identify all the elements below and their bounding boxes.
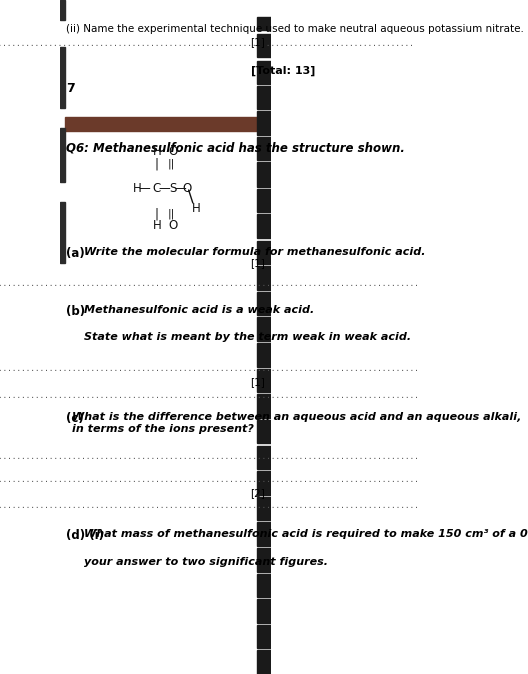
- Text: Q6: Methanesulfonic acid has the structure shown.: Q6: Methanesulfonic acid has the structu…: [67, 142, 405, 154]
- Bar: [257, 369, 270, 392]
- Bar: [257, 599, 270, 623]
- Text: [1]: [1]: [250, 38, 266, 47]
- Bar: [257, 137, 270, 160]
- Bar: [257, 548, 270, 572]
- Text: your answer to two significant figures.: your answer to two significant figures.: [84, 557, 328, 568]
- Bar: [257, 574, 270, 597]
- Text: O: O: [168, 145, 177, 158]
- Text: —: —: [174, 182, 186, 195]
- Bar: [257, 111, 270, 135]
- Bar: [257, 241, 270, 264]
- Text: C: C: [153, 182, 161, 195]
- Text: What mass of methanesulfonic acid is required to make 150 cm³ of a 0.150 mol/dm³: What mass of methanesulfonic acid is req…: [84, 529, 528, 539]
- Text: S: S: [169, 182, 176, 195]
- Bar: [257, 266, 270, 290]
- Text: ................................................................................: ........................................…: [0, 452, 419, 461]
- Bar: [60, 0, 64, 20]
- Bar: [257, 420, 270, 443]
- Text: ................................................................................: ........................................…: [0, 475, 419, 485]
- Bar: [257, 343, 270, 367]
- Text: [1]: [1]: [250, 259, 266, 268]
- Text: [2]: [2]: [250, 489, 266, 498]
- Text: H: H: [153, 145, 161, 158]
- Text: ................................................................................: ........................................…: [0, 391, 419, 400]
- Bar: [60, 202, 64, 263]
- Bar: [257, 497, 270, 520]
- Bar: [257, 471, 270, 495]
- Bar: [257, 34, 270, 57]
- Text: |: |: [155, 207, 159, 220]
- Bar: [60, 128, 64, 182]
- Text: H: H: [192, 202, 200, 216]
- Text: ||: ||: [167, 158, 175, 169]
- Bar: [257, 394, 270, 418]
- Text: (ii) Name the experimental technique used to make neutral aqueous potassium nitr: (ii) Name the experimental technique use…: [67, 24, 524, 34]
- Text: ................................................................................: ........................................…: [0, 279, 419, 288]
- Text: What is the difference between an aqueous acid and an aqueous alkali, in terms o: What is the difference between an aqueou…: [72, 412, 521, 434]
- Text: O: O: [183, 182, 192, 195]
- Text: ................................................................................: ........................................…: [0, 501, 419, 510]
- Text: (b): (b): [67, 305, 86, 317]
- Text: ................................................................................: ........................................…: [0, 39, 414, 49]
- Text: —: —: [138, 182, 150, 195]
- Bar: [257, 189, 270, 212]
- Text: |: |: [155, 157, 159, 171]
- Bar: [257, 522, 270, 546]
- Text: (c): (c): [67, 412, 84, 425]
- Bar: [60, 47, 64, 108]
- Text: ................................................................................: ........................................…: [0, 364, 419, 373]
- Bar: [257, 17, 270, 30]
- Text: —: —: [158, 182, 170, 195]
- Bar: [257, 625, 270, 648]
- Bar: [257, 86, 270, 109]
- Text: [Total: 13]: [Total: 13]: [250, 65, 315, 76]
- Text: Write the molecular formula for methanesulfonic acid.: Write the molecular formula for methanes…: [84, 247, 426, 257]
- Text: [1]: [1]: [250, 377, 266, 387]
- Bar: [257, 650, 270, 674]
- Text: H: H: [153, 219, 161, 233]
- Bar: [257, 162, 270, 187]
- Bar: [257, 61, 270, 84]
- Text: State what is meant by the term weak in weak acid.: State what is meant by the term weak in …: [84, 332, 411, 342]
- Bar: [64, 117, 257, 131]
- Text: H: H: [133, 182, 141, 195]
- Text: 7: 7: [67, 82, 75, 96]
- Bar: [257, 317, 270, 341]
- Text: Methanesulfonic acid is a weak acid.: Methanesulfonic acid is a weak acid.: [84, 305, 315, 315]
- Text: (a): (a): [67, 247, 85, 259]
- Text: (d) (i): (d) (i): [67, 529, 105, 542]
- Text: ||: ||: [167, 208, 175, 219]
- Bar: [257, 292, 270, 315]
- Text: O: O: [168, 219, 177, 233]
- Bar: [257, 446, 270, 469]
- Bar: [257, 214, 270, 238]
